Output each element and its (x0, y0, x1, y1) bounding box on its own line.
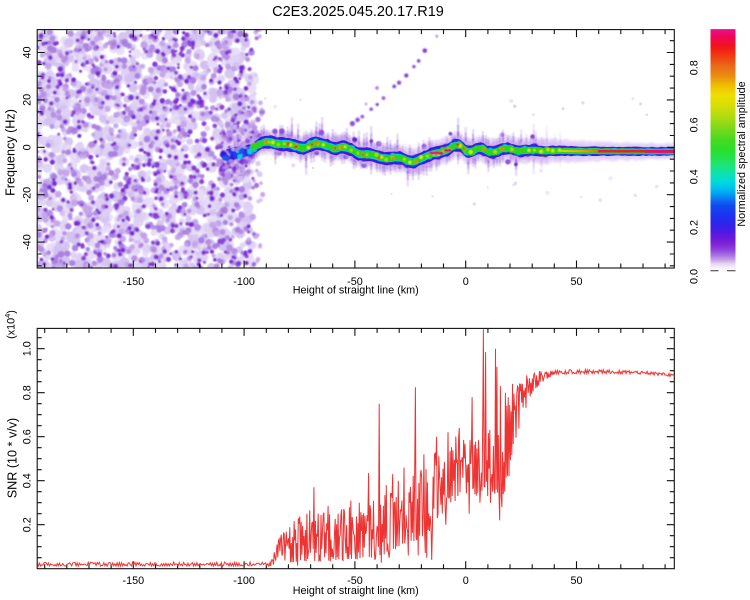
svg-text:C2E3.2025.045.20.17.R19: C2E3.2025.045.20.17.R19 (272, 4, 444, 20)
svg-text:SNR (10 * v/v): SNR (10 * v/v) (6, 418, 20, 498)
svg-text:0.2: 0.2 (688, 220, 700, 235)
svg-text:0.2: 0.2 (21, 517, 33, 532)
svg-text:50: 50 (570, 575, 582, 587)
svg-text:0: 0 (463, 575, 469, 587)
svg-text:20: 20 (21, 94, 33, 106)
svg-text:(x104): (x104) (3, 310, 17, 339)
svg-text:Normalized spectral amplitude: Normalized spectral amplitude (736, 81, 748, 226)
svg-text:-20: -20 (21, 187, 33, 203)
svg-text:0.6: 0.6 (21, 429, 33, 444)
svg-text:0.4: 0.4 (21, 473, 33, 488)
svg-text:40: 40 (21, 46, 33, 58)
svg-text:0.0: 0.0 (688, 269, 700, 284)
svg-text:0.6: 0.6 (688, 117, 700, 132)
svg-text:0: 0 (21, 144, 33, 150)
svg-text:-50: -50 (347, 575, 363, 587)
svg-text:Height of straight line (km): Height of straight line (km) (293, 585, 419, 597)
svg-text:Frequency (Hz): Frequency (Hz) (4, 109, 18, 196)
svg-text:1.0: 1.0 (21, 341, 33, 356)
svg-text:-50: -50 (347, 276, 363, 288)
svg-text:0.4: 0.4 (688, 169, 700, 184)
svg-text:-40: -40 (21, 234, 33, 250)
svg-text:-150: -150 (122, 276, 144, 288)
svg-text:0.8: 0.8 (688, 60, 700, 75)
svg-text:50: 50 (570, 276, 582, 288)
svg-text:-100: -100 (233, 575, 255, 587)
svg-text:0.8: 0.8 (21, 385, 33, 400)
svg-text:-150: -150 (122, 575, 144, 587)
svg-text:0: 0 (463, 276, 469, 288)
svg-text:-100: -100 (233, 276, 255, 288)
svg-text:Height of straight line (km): Height of straight line (km) (293, 285, 419, 297)
